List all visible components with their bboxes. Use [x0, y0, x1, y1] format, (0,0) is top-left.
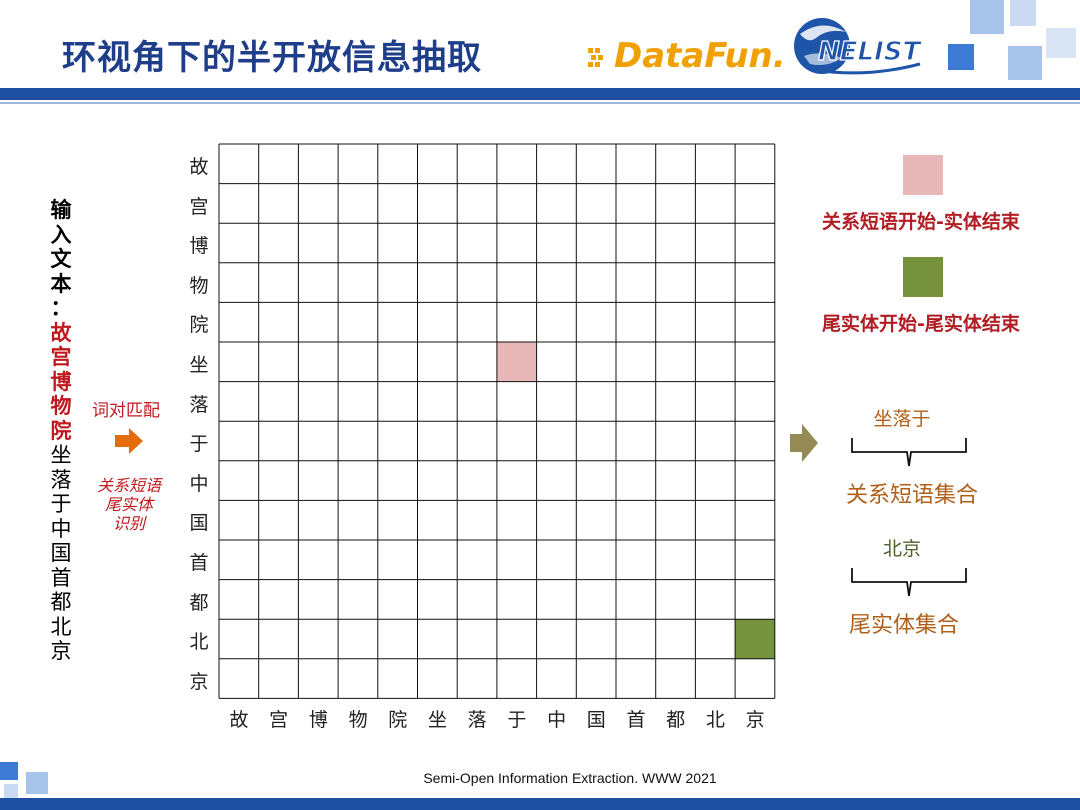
row-label: 于 [189, 433, 209, 456]
tail-set-label: 尾实体集合 [848, 613, 959, 638]
tail-entity-item: 北京 [882, 538, 921, 560]
input-char: ： [50, 296, 72, 320]
column-label: 故 [229, 709, 249, 732]
slide-title: 环视角下的半开放信息抽取 [62, 38, 482, 78]
word-pair-match-label: 词对匹配 [92, 401, 160, 421]
row-label: 宫 [189, 195, 209, 218]
deco-square [1010, 0, 1036, 26]
input-char: 故 [50, 320, 72, 345]
input-text: 输入文本：故宫博物院坐落于中国首都北京 [46, 198, 76, 664]
brace-icon [851, 438, 967, 467]
input-char: 北 [50, 614, 72, 639]
datafun-logo-text: DataFun. [614, 36, 786, 76]
footer-citation: Semi-Open Information Extraction. WWW 20… [0, 770, 1080, 786]
column-label: 都 [666, 709, 686, 732]
input-char: 国 [50, 541, 72, 565]
legend-swatch-tail [903, 257, 943, 297]
input-char: 落 [50, 467, 72, 492]
row-label: 博 [189, 235, 209, 258]
datafun-dots-icon [588, 48, 603, 67]
header-line [0, 102, 1080, 104]
task-label-line: 关系短语 [96, 476, 161, 495]
deco-square [4, 784, 18, 798]
input-char: 本 [50, 271, 72, 296]
input-char: 院 [50, 418, 72, 443]
header-bar [0, 88, 1080, 100]
input-char: 于 [50, 492, 72, 516]
legend-label-relation: 关系短语开始-实体结束 [822, 211, 1020, 233]
input-char: 首 [50, 565, 72, 590]
legend-label-tail: 尾实体开始-尾实体结束 [822, 313, 1020, 335]
task-label-line: 尾实体 [104, 495, 153, 514]
grid-lines [218, 143, 776, 699]
datafun-logo: DataFun. [588, 36, 786, 76]
row-label: 国 [189, 512, 209, 535]
grid-cell-tail [735, 619, 775, 659]
input-char: 坐 [50, 443, 72, 467]
deco-square [1008, 46, 1042, 80]
brace-icon [851, 568, 967, 597]
column-label: 宫 [269, 709, 289, 732]
column-label: 院 [388, 709, 408, 732]
input-char: 京 [50, 639, 72, 663]
input-char: 中 [50, 516, 72, 541]
row-label: 都 [189, 591, 209, 614]
column-label: 博 [308, 709, 328, 732]
column-label: 于 [507, 709, 527, 732]
row-label: 中 [189, 472, 209, 495]
relation-phrase-item: 坐落于 [873, 408, 931, 430]
column-label: 物 [348, 709, 368, 732]
column-label: 北 [705, 709, 725, 732]
nelist-logo-text: NELIST [818, 37, 922, 67]
row-label: 首 [189, 552, 209, 574]
row-label: 院 [189, 314, 209, 337]
input-char: 输 [50, 198, 72, 222]
footer-bar [0, 798, 1080, 810]
input-char: 入 [50, 222, 72, 247]
footer-text: Semi-Open Information Extraction. WWW 20… [423, 770, 717, 786]
input-char: 博 [50, 369, 72, 394]
deco-square [970, 0, 1004, 34]
deco-square [948, 44, 974, 70]
deco-square [0, 762, 18, 780]
column-label: 中 [547, 709, 567, 732]
column-label: 落 [467, 709, 487, 732]
row-label: 坐 [189, 354, 209, 376]
row-label: 落 [189, 393, 209, 416]
legend-swatch-relation [903, 155, 943, 195]
row-label: 故 [189, 156, 209, 178]
task-label: 关系短语 尾实体 识别 [88, 476, 170, 533]
column-label: 首 [626, 709, 646, 732]
row-label: 北 [189, 631, 209, 654]
grid-cell-relation [496, 342, 537, 382]
row-label: 京 [189, 670, 209, 693]
task-label-line: 识别 [112, 514, 145, 533]
column-label: 坐 [427, 709, 447, 732]
row-label: 物 [189, 274, 209, 297]
input-char: 文 [50, 247, 72, 271]
deco-square [26, 772, 48, 794]
input-char: 宫 [50, 345, 72, 369]
deco-square [1046, 28, 1076, 58]
orange-arrow-icon [115, 428, 143, 454]
olive-arrow-icon [790, 424, 818, 462]
nelist-logo: NELIST [794, 18, 923, 75]
column-label: 国 [586, 709, 606, 732]
input-char: 都 [50, 590, 72, 614]
input-char: 物 [50, 394, 72, 418]
column-label: 京 [745, 709, 765, 732]
relation-set-label: 关系短语集合 [845, 483, 978, 508]
